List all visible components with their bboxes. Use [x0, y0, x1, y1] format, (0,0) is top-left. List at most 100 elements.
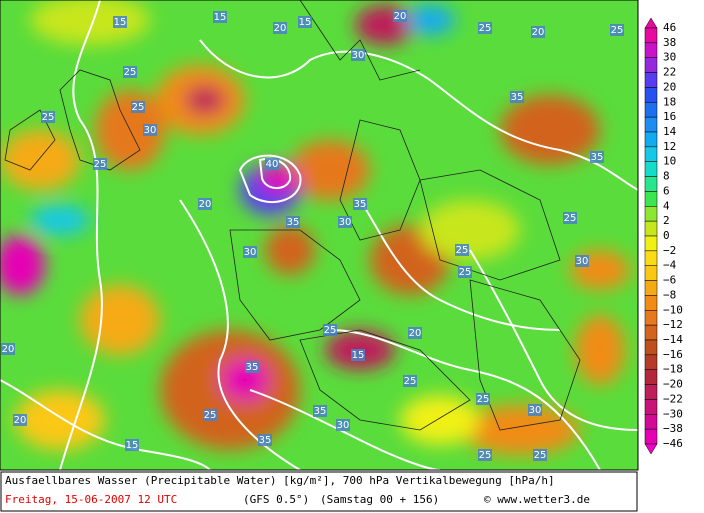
legend-swatch — [644, 399, 658, 415]
contour-label-bg — [531, 26, 545, 38]
legend-label: −6 — [663, 274, 676, 287]
contour-label: 35 — [511, 92, 524, 103]
legend-label: 6 — [663, 184, 670, 197]
contours — [0, 0, 638, 470]
legend-arrow — [644, 17, 658, 29]
footer-run: (Samstag 00 + 156) — [320, 493, 439, 506]
legend-swatch — [644, 27, 658, 44]
legend-label: 20 — [663, 80, 676, 93]
contour-label-bg — [258, 434, 272, 446]
contour-label-bg — [338, 216, 352, 228]
legend-swatch — [644, 339, 658, 356]
legend-label: −22 — [663, 392, 683, 405]
contour-label: 35 — [259, 435, 272, 446]
contour-label: 15 — [299, 17, 312, 28]
footer-title: Ausfaellbares Wasser (Precipitable Water… — [5, 474, 555, 487]
contour-label: 25 — [124, 67, 137, 78]
contour-label: 25 — [42, 112, 55, 123]
legend-label: 10 — [663, 155, 676, 168]
contour-label: 20 — [199, 199, 212, 210]
contour-label: 30 — [339, 217, 352, 228]
legend-swatch — [644, 384, 658, 400]
footer-model: (GFS 0.5°) — [243, 493, 309, 506]
legend-swatch — [644, 116, 658, 133]
contour-label-bg — [533, 449, 547, 461]
contour-label-bg — [273, 22, 287, 34]
contour-label-bg — [203, 409, 217, 421]
contour-label: 30 — [352, 50, 365, 61]
footer-box — [0, 471, 638, 512]
contour-label: 25 — [479, 450, 492, 461]
contour-label: 25 — [611, 25, 624, 36]
contour-label-bg — [1, 343, 15, 355]
contour-label: 25 — [534, 450, 547, 461]
map-frame — [0, 0, 639, 471]
contour-label: 35 — [314, 406, 327, 417]
legend-swatch — [644, 161, 658, 177]
legend-swatch — [644, 428, 658, 445]
contour-label: 25 — [479, 23, 492, 34]
legend-label: −20 — [663, 378, 683, 391]
legend-swatch — [644, 295, 658, 311]
contour-label: 35 — [354, 199, 367, 210]
legend-label: 16 — [663, 110, 676, 123]
contour-label-bg — [458, 266, 472, 278]
legend-swatch — [644, 324, 658, 341]
contour-label: 25 — [404, 376, 417, 387]
legend-label: −38 — [663, 422, 683, 435]
legend-swatch — [644, 265, 658, 281]
legend-swatch — [644, 176, 658, 192]
contour-label-bg — [528, 404, 542, 416]
contour-label: 25 — [94, 159, 107, 170]
contour-label-bg — [590, 151, 604, 163]
contour-label: 30 — [144, 125, 157, 136]
contour-label-bg — [478, 449, 492, 461]
contour-label-bg — [351, 49, 365, 61]
contour-label-bg — [336, 419, 350, 431]
contour-label: 35 — [591, 152, 604, 163]
contour-label: 15 — [214, 12, 227, 23]
legend-swatch — [644, 220, 658, 237]
contour-label: 20 — [14, 415, 27, 426]
legend-label: 30 — [663, 51, 676, 64]
legend-swatch — [644, 146, 658, 162]
legend: 4638302220181614121086420−2−4−6−8−10−12−… — [644, 17, 683, 455]
contour-label: 25 — [132, 102, 145, 113]
legend-swatch — [644, 102, 658, 118]
contour-label: 20 — [274, 23, 287, 34]
contour-label: 20 — [2, 344, 15, 355]
contour-label-bg — [575, 255, 589, 267]
legend-label: −4 — [663, 259, 677, 272]
legend-label: −18 — [663, 363, 683, 376]
contour-label: 25 — [204, 410, 217, 421]
legend-swatch — [644, 369, 658, 385]
legend-label: −46 — [663, 437, 683, 450]
contour-label-bg — [478, 22, 492, 34]
legend-label: −10 — [663, 303, 683, 316]
contour-label-bg — [41, 111, 55, 123]
contour-label: 35 — [287, 217, 300, 228]
legend-label: −8 — [663, 288, 676, 301]
contour-label: 25 — [564, 213, 577, 224]
contour-label-bg — [245, 361, 259, 373]
contour-label-bg — [13, 414, 27, 426]
contour-label-bg — [131, 101, 145, 113]
legend-label: 2 — [663, 214, 670, 227]
contour-label-bg — [393, 10, 407, 22]
contour-label-bg — [323, 324, 337, 336]
legend-label: 14 — [663, 125, 677, 138]
legend-swatch — [644, 42, 658, 58]
contour-label-bg — [125, 439, 139, 451]
contour-label-bg — [93, 158, 107, 170]
contour-label: 30 — [529, 405, 542, 416]
legend-swatch — [644, 235, 658, 252]
contour-label: 20 — [394, 11, 407, 22]
contour-label-bg — [265, 158, 279, 170]
legend-swatch — [644, 87, 658, 103]
legend-label: −12 — [663, 318, 683, 331]
footer-credit: © www.wetter3.de — [484, 493, 590, 506]
contour-label-bg — [123, 66, 137, 78]
contour-label-bg — [313, 405, 327, 417]
